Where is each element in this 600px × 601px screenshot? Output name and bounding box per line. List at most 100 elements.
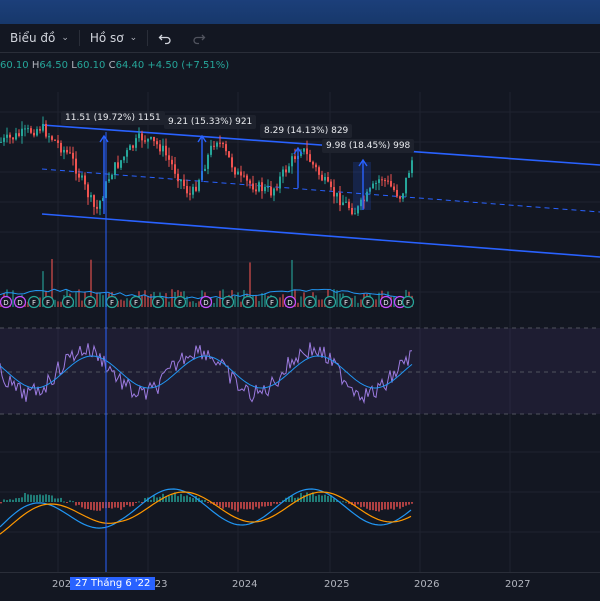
candle-body [345, 201, 347, 203]
measure-label[interactable]: 11.51 (19.72%) 1151 [61, 111, 165, 125]
event-marker[interactable]: F [151, 295, 165, 309]
candle-body [387, 180, 389, 182]
measure-label[interactable]: 9.98 (18.45%) 998 [322, 139, 415, 153]
macd-histogram-bar [132, 502, 134, 506]
event-marker[interactable]: F [27, 295, 41, 309]
rsi-band [0, 328, 600, 414]
event-marker[interactable]: F [221, 295, 235, 309]
macd-histogram-bar [231, 502, 233, 510]
chart-menu-button[interactable]: Biểu đồ ⌄ [0, 24, 79, 52]
event-marker[interactable]: D [379, 295, 393, 309]
candle-body [30, 128, 32, 133]
macd-histogram-bar [207, 502, 209, 503]
volume-bar [216, 298, 218, 307]
macd-histogram-bar [39, 494, 41, 502]
macd-histogram-bar [378, 502, 380, 512]
candle-body [276, 188, 278, 190]
trend-channel[interactable] [41, 124, 600, 258]
event-marker-circle [265, 295, 279, 309]
candle-body [186, 185, 188, 194]
macd-histogram-bar [33, 495, 35, 502]
volume-bar [291, 259, 293, 307]
macd-histogram-bar [42, 495, 44, 502]
undo-button[interactable] [148, 24, 182, 52]
candle-body [270, 186, 272, 196]
candle-body [396, 189, 398, 197]
candle-body [60, 142, 62, 153]
candle-body [78, 173, 80, 178]
event-marker[interactable]: F [83, 295, 97, 309]
time-axis[interactable]: 2022 2023 2024 2025 2026 2027 27 Tháng 6… [0, 572, 600, 601]
event-marker[interactable]: D [0, 295, 13, 309]
candle-body [336, 192, 338, 197]
candle-body [219, 142, 221, 144]
candle-body [27, 128, 29, 130]
profile-menu-button[interactable]: Hồ sơ ⌄ [80, 24, 147, 52]
volume-bar [189, 301, 191, 307]
candle-body [402, 193, 404, 199]
event-marker[interactable]: F [361, 295, 375, 309]
measure-label[interactable]: 8.29 (14.13%) 829 [260, 124, 353, 138]
volume-bar [219, 290, 221, 307]
event-marker-circle [379, 295, 393, 309]
macd-histogram-bar [222, 502, 224, 509]
volume-bar [282, 294, 284, 307]
volume-bar [27, 301, 29, 307]
candle-body [87, 184, 89, 198]
candle-body [381, 179, 383, 181]
macd-histogram-bar [99, 502, 101, 511]
event-marker[interactable]: F [401, 295, 415, 309]
candle-body [321, 174, 323, 181]
event-marker[interactable]: F [339, 295, 353, 309]
event-marker[interactable]: F [303, 295, 317, 309]
macd-histogram-bar [96, 502, 98, 511]
event-marker[interactable]: F [265, 295, 279, 309]
measure-label[interactable]: 9.21 (15.33%) 921 [164, 115, 257, 129]
event-marker[interactable]: F [105, 295, 119, 309]
event-marker[interactable]: F [61, 295, 75, 309]
macd-histogram-bar [54, 498, 56, 502]
candle-body [390, 181, 392, 187]
candle-body [12, 137, 14, 140]
macd-histogram-bar [345, 501, 347, 503]
macd-histogram-bar [321, 495, 323, 502]
macd-histogram-bar [387, 502, 389, 510]
candle-body [339, 192, 341, 206]
macd-histogram-bar [255, 502, 257, 507]
event-marker[interactable]: F [129, 295, 143, 309]
macd-histogram-bar [204, 499, 206, 502]
redo-button[interactable] [182, 24, 216, 52]
macd-histogram-bar [12, 499, 14, 502]
candle-body [36, 129, 38, 136]
volume-bar [54, 299, 56, 307]
event-marker[interactable]: D [13, 295, 27, 309]
event-marker-circle [221, 295, 235, 309]
macd-histogram-bar [9, 499, 11, 502]
event-marker[interactable]: F [173, 295, 187, 309]
event-marker[interactable]: F [323, 295, 337, 309]
candle-body [3, 137, 5, 142]
candle-body [264, 186, 266, 192]
volume-bar [144, 290, 146, 307]
volume-bar [240, 301, 242, 307]
candle-body [48, 136, 50, 138]
candle-body [315, 164, 317, 168]
macd-histogram-bar [384, 502, 386, 510]
measure-arrow-head [197, 134, 207, 143]
volume-bar [264, 293, 266, 307]
event-marker-label: F [246, 299, 250, 307]
event-marker-label: D [383, 299, 388, 307]
event-marker[interactable]: F [241, 295, 255, 309]
candle-body [258, 182, 260, 192]
event-marker-label: F [344, 299, 348, 307]
open-value: 60.10 [0, 60, 29, 71]
event-marker[interactable]: F [41, 295, 55, 309]
volume-bar [294, 289, 296, 307]
macd-pane [0, 488, 413, 535]
event-marker[interactable]: D [199, 295, 213, 309]
event-marker[interactable]: D [283, 295, 297, 309]
measure-arrows[interactable] [99, 134, 371, 214]
candle-body [126, 150, 128, 157]
